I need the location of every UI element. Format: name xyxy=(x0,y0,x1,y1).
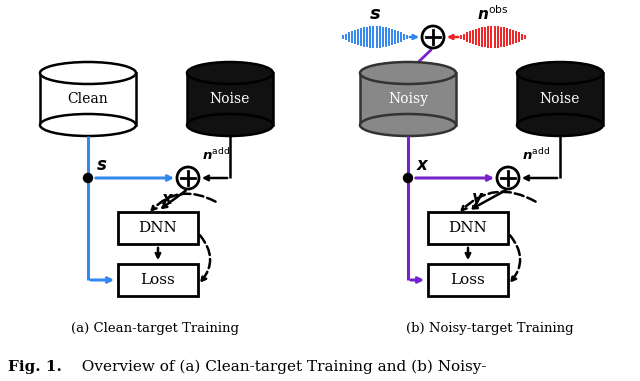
Circle shape xyxy=(422,26,444,48)
Ellipse shape xyxy=(40,62,136,84)
Bar xyxy=(428,212,508,244)
Ellipse shape xyxy=(187,114,273,136)
Text: $\boldsymbol{x}$: $\boldsymbol{x}$ xyxy=(416,157,430,174)
Bar xyxy=(118,212,198,244)
Bar xyxy=(187,73,273,125)
Circle shape xyxy=(403,173,413,182)
Bar xyxy=(118,264,198,296)
Text: Noise: Noise xyxy=(210,92,250,106)
Text: $\boldsymbol{n}^{\mathrm{obs}}$: $\boldsymbol{n}^{\mathrm{obs}}$ xyxy=(477,4,509,23)
Text: (a) Clean-target Training: (a) Clean-target Training xyxy=(71,322,239,335)
Ellipse shape xyxy=(517,114,603,136)
Text: $\boldsymbol{x}$: $\boldsymbol{x}$ xyxy=(161,192,175,208)
Ellipse shape xyxy=(517,62,603,84)
Text: Loss: Loss xyxy=(141,273,175,287)
Bar xyxy=(428,264,508,296)
Ellipse shape xyxy=(360,62,456,84)
Text: $\boldsymbol{y}$: $\boldsymbol{y}$ xyxy=(471,191,484,209)
Ellipse shape xyxy=(40,114,136,136)
Text: Fig. 1.: Fig. 1. xyxy=(8,360,62,374)
Text: Noisy: Noisy xyxy=(388,92,428,106)
Circle shape xyxy=(83,173,93,182)
Text: $\boldsymbol{s}$: $\boldsymbol{s}$ xyxy=(369,5,381,23)
Text: Loss: Loss xyxy=(451,273,485,287)
Text: Overview of (a) Clean-target Training and (b) Noisy-: Overview of (a) Clean-target Training an… xyxy=(72,360,486,375)
Text: DNN: DNN xyxy=(139,221,177,235)
Bar xyxy=(360,73,456,125)
Ellipse shape xyxy=(187,62,273,84)
Text: (b) Noisy-target Training: (b) Noisy-target Training xyxy=(406,322,574,335)
Bar xyxy=(517,73,603,125)
Circle shape xyxy=(177,167,199,189)
Text: $\boldsymbol{s}$: $\boldsymbol{s}$ xyxy=(96,157,108,174)
Ellipse shape xyxy=(360,114,456,136)
Text: $\boldsymbol{n}^{\mathrm{add}}$: $\boldsymbol{n}^{\mathrm{add}}$ xyxy=(522,147,550,163)
Bar xyxy=(40,73,136,125)
Text: Clean: Clean xyxy=(68,92,108,106)
Text: Noise: Noise xyxy=(540,92,580,106)
Text: DNN: DNN xyxy=(449,221,488,235)
Text: $\boldsymbol{n}^{\mathrm{add}}$: $\boldsymbol{n}^{\mathrm{add}}$ xyxy=(202,147,230,163)
Circle shape xyxy=(497,167,519,189)
